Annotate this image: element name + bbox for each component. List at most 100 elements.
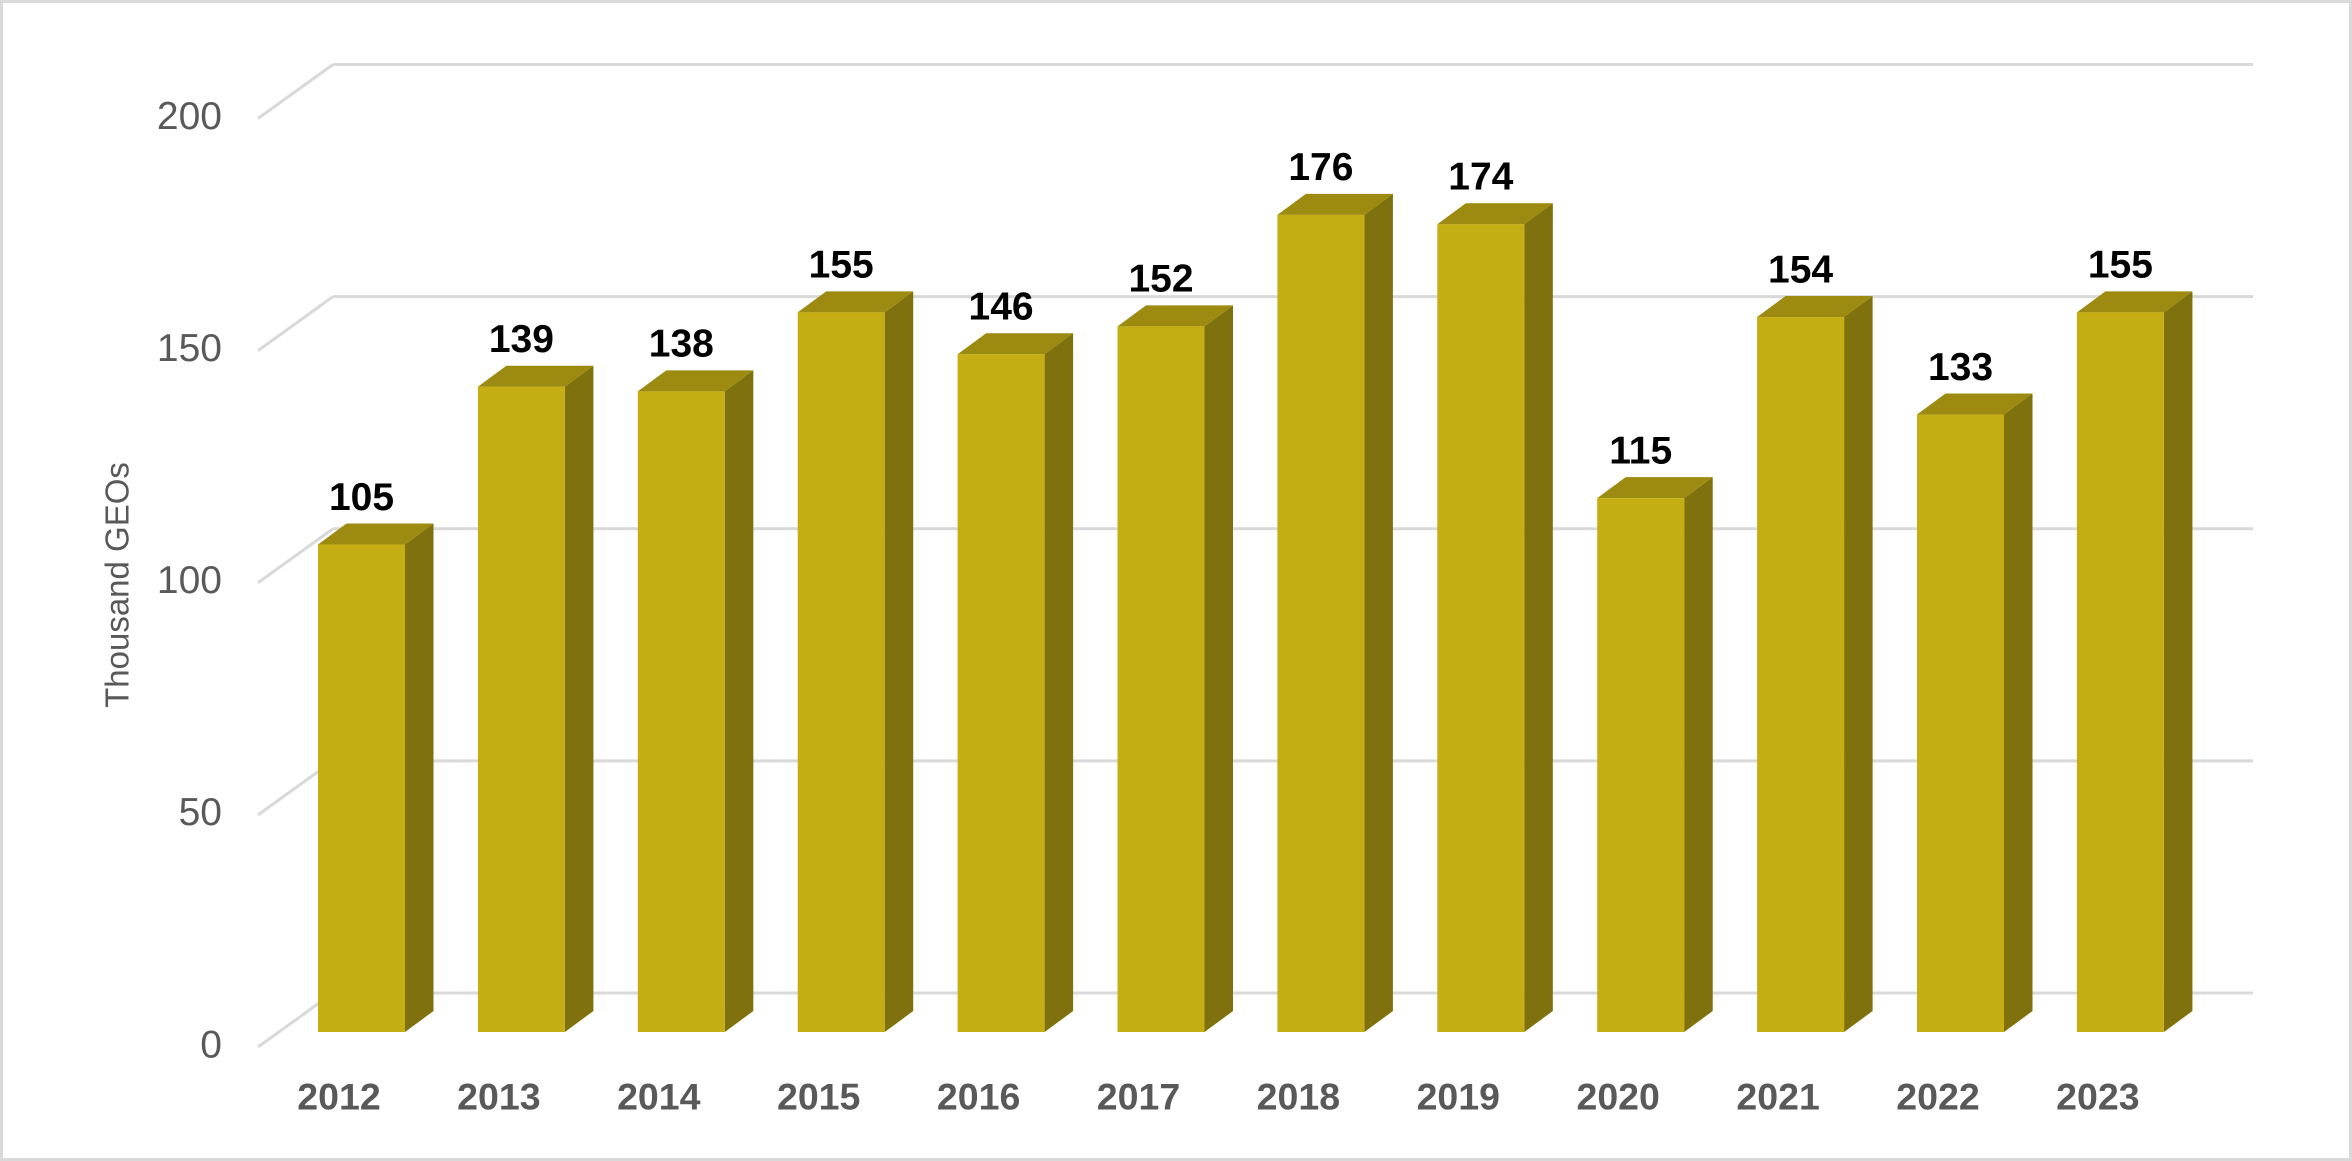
bar-side-shade — [884, 291, 914, 1032]
bar-top — [1437, 203, 1553, 225]
bar-side — [724, 370, 754, 1033]
bar — [797, 291, 914, 1032]
data-label: 155 — [2088, 244, 2153, 287]
bar-front — [1277, 214, 1365, 1033]
data-label: 139 — [489, 318, 554, 361]
x-tick-label: 2015 — [777, 1075, 860, 1117]
bar-side — [2163, 291, 2193, 1032]
bar-front — [1597, 498, 1685, 1032]
bar-side-shade — [1364, 193, 1393, 1033]
bar-top-shade — [1757, 296, 1873, 318]
bar-top — [797, 291, 914, 313]
y-tick-label: 200 — [157, 95, 222, 138]
bar — [318, 523, 434, 1032]
bar-top-shade — [1437, 203, 1553, 225]
bar-top — [2076, 291, 2193, 313]
bar — [1917, 393, 2033, 1032]
bar — [1757, 296, 1873, 1032]
bar-front — [957, 354, 1045, 1032]
bar-front — [1117, 326, 1205, 1033]
data-label: 155 — [809, 244, 874, 287]
bar-front — [477, 386, 565, 1032]
x-tick-label: 2013 — [457, 1075, 540, 1117]
bar — [1597, 477, 1713, 1032]
bar-side — [1044, 333, 1074, 1032]
bar — [477, 365, 594, 1032]
x-tick-label: 2020 — [1576, 1075, 1659, 1117]
bar — [1117, 305, 1233, 1033]
bar-top-shade — [477, 365, 594, 387]
data-label: 115 — [1609, 429, 1672, 472]
grid-line-side — [257, 63, 334, 120]
bar-side — [1524, 203, 1553, 1032]
bar-side — [405, 523, 434, 1032]
y-tick-label: 0 — [200, 1023, 222, 1066]
bar-top-shade — [1277, 193, 1393, 215]
data-label: 174 — [1448, 156, 1513, 199]
bar-side-shade — [724, 370, 754, 1033]
data-label: 152 — [1128, 258, 1193, 301]
y-axis-title: Thousand GEOs — [99, 462, 136, 708]
grid-line-side — [257, 527, 334, 584]
bar-side-shade — [1524, 203, 1553, 1032]
bar-side-shade — [1684, 477, 1713, 1032]
bar-top — [637, 370, 754, 392]
bar-top-shade — [957, 333, 1074, 355]
bar-top — [957, 333, 1074, 355]
bar-top-shade — [318, 523, 434, 545]
data-label: 154 — [1768, 248, 1833, 291]
bar-top — [477, 365, 594, 387]
bar-top-shade — [797, 291, 914, 313]
bar-side — [1204, 305, 1233, 1033]
x-tick-label: 2023 — [2056, 1075, 2139, 1117]
bar-front — [1757, 317, 1845, 1032]
bar-side — [1364, 193, 1393, 1033]
data-label: 133 — [1928, 346, 1993, 389]
bar-top — [1757, 296, 1873, 318]
bar — [957, 333, 1074, 1032]
bar-top — [1117, 305, 1233, 327]
bar-side-shade — [1204, 305, 1233, 1033]
bar-top-shade — [1917, 393, 2033, 415]
bar-side-shade — [405, 523, 434, 1032]
bar — [637, 370, 754, 1033]
bar-side-shade — [2004, 393, 2033, 1032]
bar-top — [1277, 193, 1393, 215]
bar-top — [318, 523, 434, 545]
y-tick-label: 50 — [179, 791, 222, 834]
x-tick-label: 2019 — [1417, 1075, 1500, 1117]
data-label: 176 — [1288, 146, 1353, 189]
bar-side — [2004, 393, 2033, 1032]
bar-side — [884, 291, 914, 1032]
data-label: 138 — [649, 323, 714, 366]
x-tick-label: 2017 — [1097, 1075, 1180, 1117]
grid-line-side — [257, 295, 334, 352]
bar — [1277, 193, 1393, 1033]
x-tick-label: 2021 — [1736, 1075, 1819, 1117]
bar-side — [564, 365, 594, 1032]
y-tick-label: 100 — [157, 559, 222, 602]
bar-side — [1844, 296, 1873, 1032]
bar-front — [637, 391, 725, 1032]
x-tick-label: 2014 — [617, 1075, 701, 1117]
bar-side-shade — [2163, 291, 2193, 1032]
bar-top — [1597, 477, 1713, 499]
bar-side-shade — [1844, 296, 1873, 1032]
bar — [1437, 203, 1553, 1032]
bar-top — [1917, 393, 2033, 415]
bar-side-shade — [564, 365, 594, 1032]
data-label: 146 — [969, 285, 1034, 328]
bar-top-shade — [1117, 305, 1233, 327]
y-tick-label: 150 — [157, 327, 222, 370]
bar-top-shade — [637, 370, 754, 392]
x-tick-label: 2012 — [297, 1075, 380, 1117]
data-label: 105 — [329, 476, 394, 519]
bar-front — [318, 544, 405, 1032]
bar-front — [1437, 224, 1525, 1032]
bar-top-shade — [2076, 291, 2193, 313]
bar — [2076, 291, 2193, 1032]
x-tick-label: 2022 — [1896, 1075, 1979, 1117]
x-tick-label: 2018 — [1257, 1075, 1340, 1117]
